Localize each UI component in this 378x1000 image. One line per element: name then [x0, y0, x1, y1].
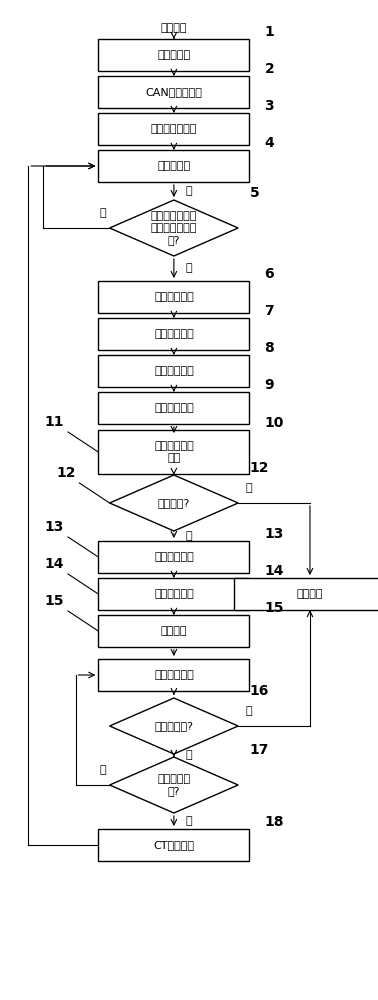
Bar: [98, 541, 249, 573]
Text: 是: 是: [185, 186, 192, 196]
Text: 否: 否: [99, 765, 106, 775]
Bar: [98, 829, 249, 861]
Text: 12: 12: [56, 466, 76, 480]
Polygon shape: [110, 200, 238, 256]
Text: 14: 14: [45, 557, 64, 571]
Text: 7: 7: [265, 304, 274, 318]
Text: 6: 6: [265, 267, 274, 281]
Bar: [98, 150, 249, 182]
Bar: [98, 578, 249, 610]
Text: 设定运动参数: 设定运动参数: [154, 552, 194, 562]
Text: 5: 5: [249, 186, 259, 200]
Text: 10: 10: [265, 416, 284, 430]
Text: 是: 是: [185, 531, 192, 541]
Text: 计算运动功耗: 计算运动功耗: [154, 366, 194, 376]
Text: 1: 1: [265, 25, 274, 39]
Bar: [98, 355, 249, 387]
Text: 计算其他部件
功耗: 计算其他部件 功耗: [154, 441, 194, 463]
Text: 计算曝光功耗: 计算曝光功耗: [154, 403, 194, 413]
Polygon shape: [110, 757, 238, 813]
Text: 硬能件正常?: 硬能件正常?: [154, 721, 194, 731]
Text: 曝光时间结
束?: 曝光时间结 束?: [157, 774, 191, 796]
Text: 8: 8: [265, 341, 274, 355]
Text: 12: 12: [249, 461, 269, 475]
Text: 主任务运行: 主任务运行: [157, 161, 191, 171]
Text: 13: 13: [45, 520, 64, 534]
Bar: [98, 318, 249, 350]
Bar: [98, 76, 249, 108]
Text: 解析扫描参数: 解析扫描参数: [154, 292, 194, 302]
Bar: [98, 430, 249, 474]
Text: 读取状态信息: 读取状态信息: [154, 670, 194, 680]
Text: 4: 4: [265, 136, 274, 150]
Text: 板卡初始化: 板卡初始化: [157, 50, 191, 60]
Text: 18: 18: [265, 815, 284, 829]
Bar: [98, 615, 249, 647]
Text: CAN模块初始化: CAN模块初始化: [146, 87, 202, 97]
Text: 是: 是: [185, 750, 192, 760]
Polygon shape: [110, 475, 238, 531]
Text: 17: 17: [249, 743, 269, 757]
Text: 开始扫描: 开始扫描: [161, 626, 187, 636]
Text: CT待机处理: CT待机处理: [153, 840, 194, 850]
Text: 11: 11: [45, 415, 64, 429]
Bar: [98, 659, 249, 691]
Text: 2: 2: [265, 62, 274, 76]
Text: 16: 16: [249, 684, 269, 698]
Text: 否: 否: [99, 208, 106, 218]
Text: 14: 14: [265, 564, 284, 578]
Bar: [98, 392, 249, 424]
Bar: [98, 39, 249, 71]
Text: 电量满足?: 电量满足?: [158, 498, 190, 508]
Text: 15: 15: [45, 594, 64, 608]
Text: 3: 3: [265, 99, 274, 113]
Text: 否: 否: [246, 706, 253, 716]
Text: 13: 13: [265, 527, 284, 541]
Text: 设定曝光参数: 设定曝光参数: [154, 589, 194, 599]
Text: 是: 是: [185, 263, 192, 273]
Text: 接收扫描开始指
令和扫描控制参
数?: 接收扫描开始指 令和扫描控制参 数?: [151, 211, 197, 245]
Text: 是: 是: [185, 816, 192, 826]
Bar: [98, 281, 249, 313]
Bar: [98, 113, 249, 145]
Text: 网络模块初始化: 网络模块初始化: [151, 124, 197, 134]
Bar: [234, 578, 378, 610]
Text: 否: 否: [246, 483, 253, 493]
Text: 9: 9: [265, 378, 274, 392]
Text: 读取电量信息: 读取电量信息: [154, 329, 194, 339]
Text: 故障处理: 故障处理: [297, 589, 323, 599]
Polygon shape: [110, 698, 238, 754]
Text: 板卡上电: 板卡上电: [161, 23, 187, 33]
Text: 15: 15: [265, 601, 284, 615]
